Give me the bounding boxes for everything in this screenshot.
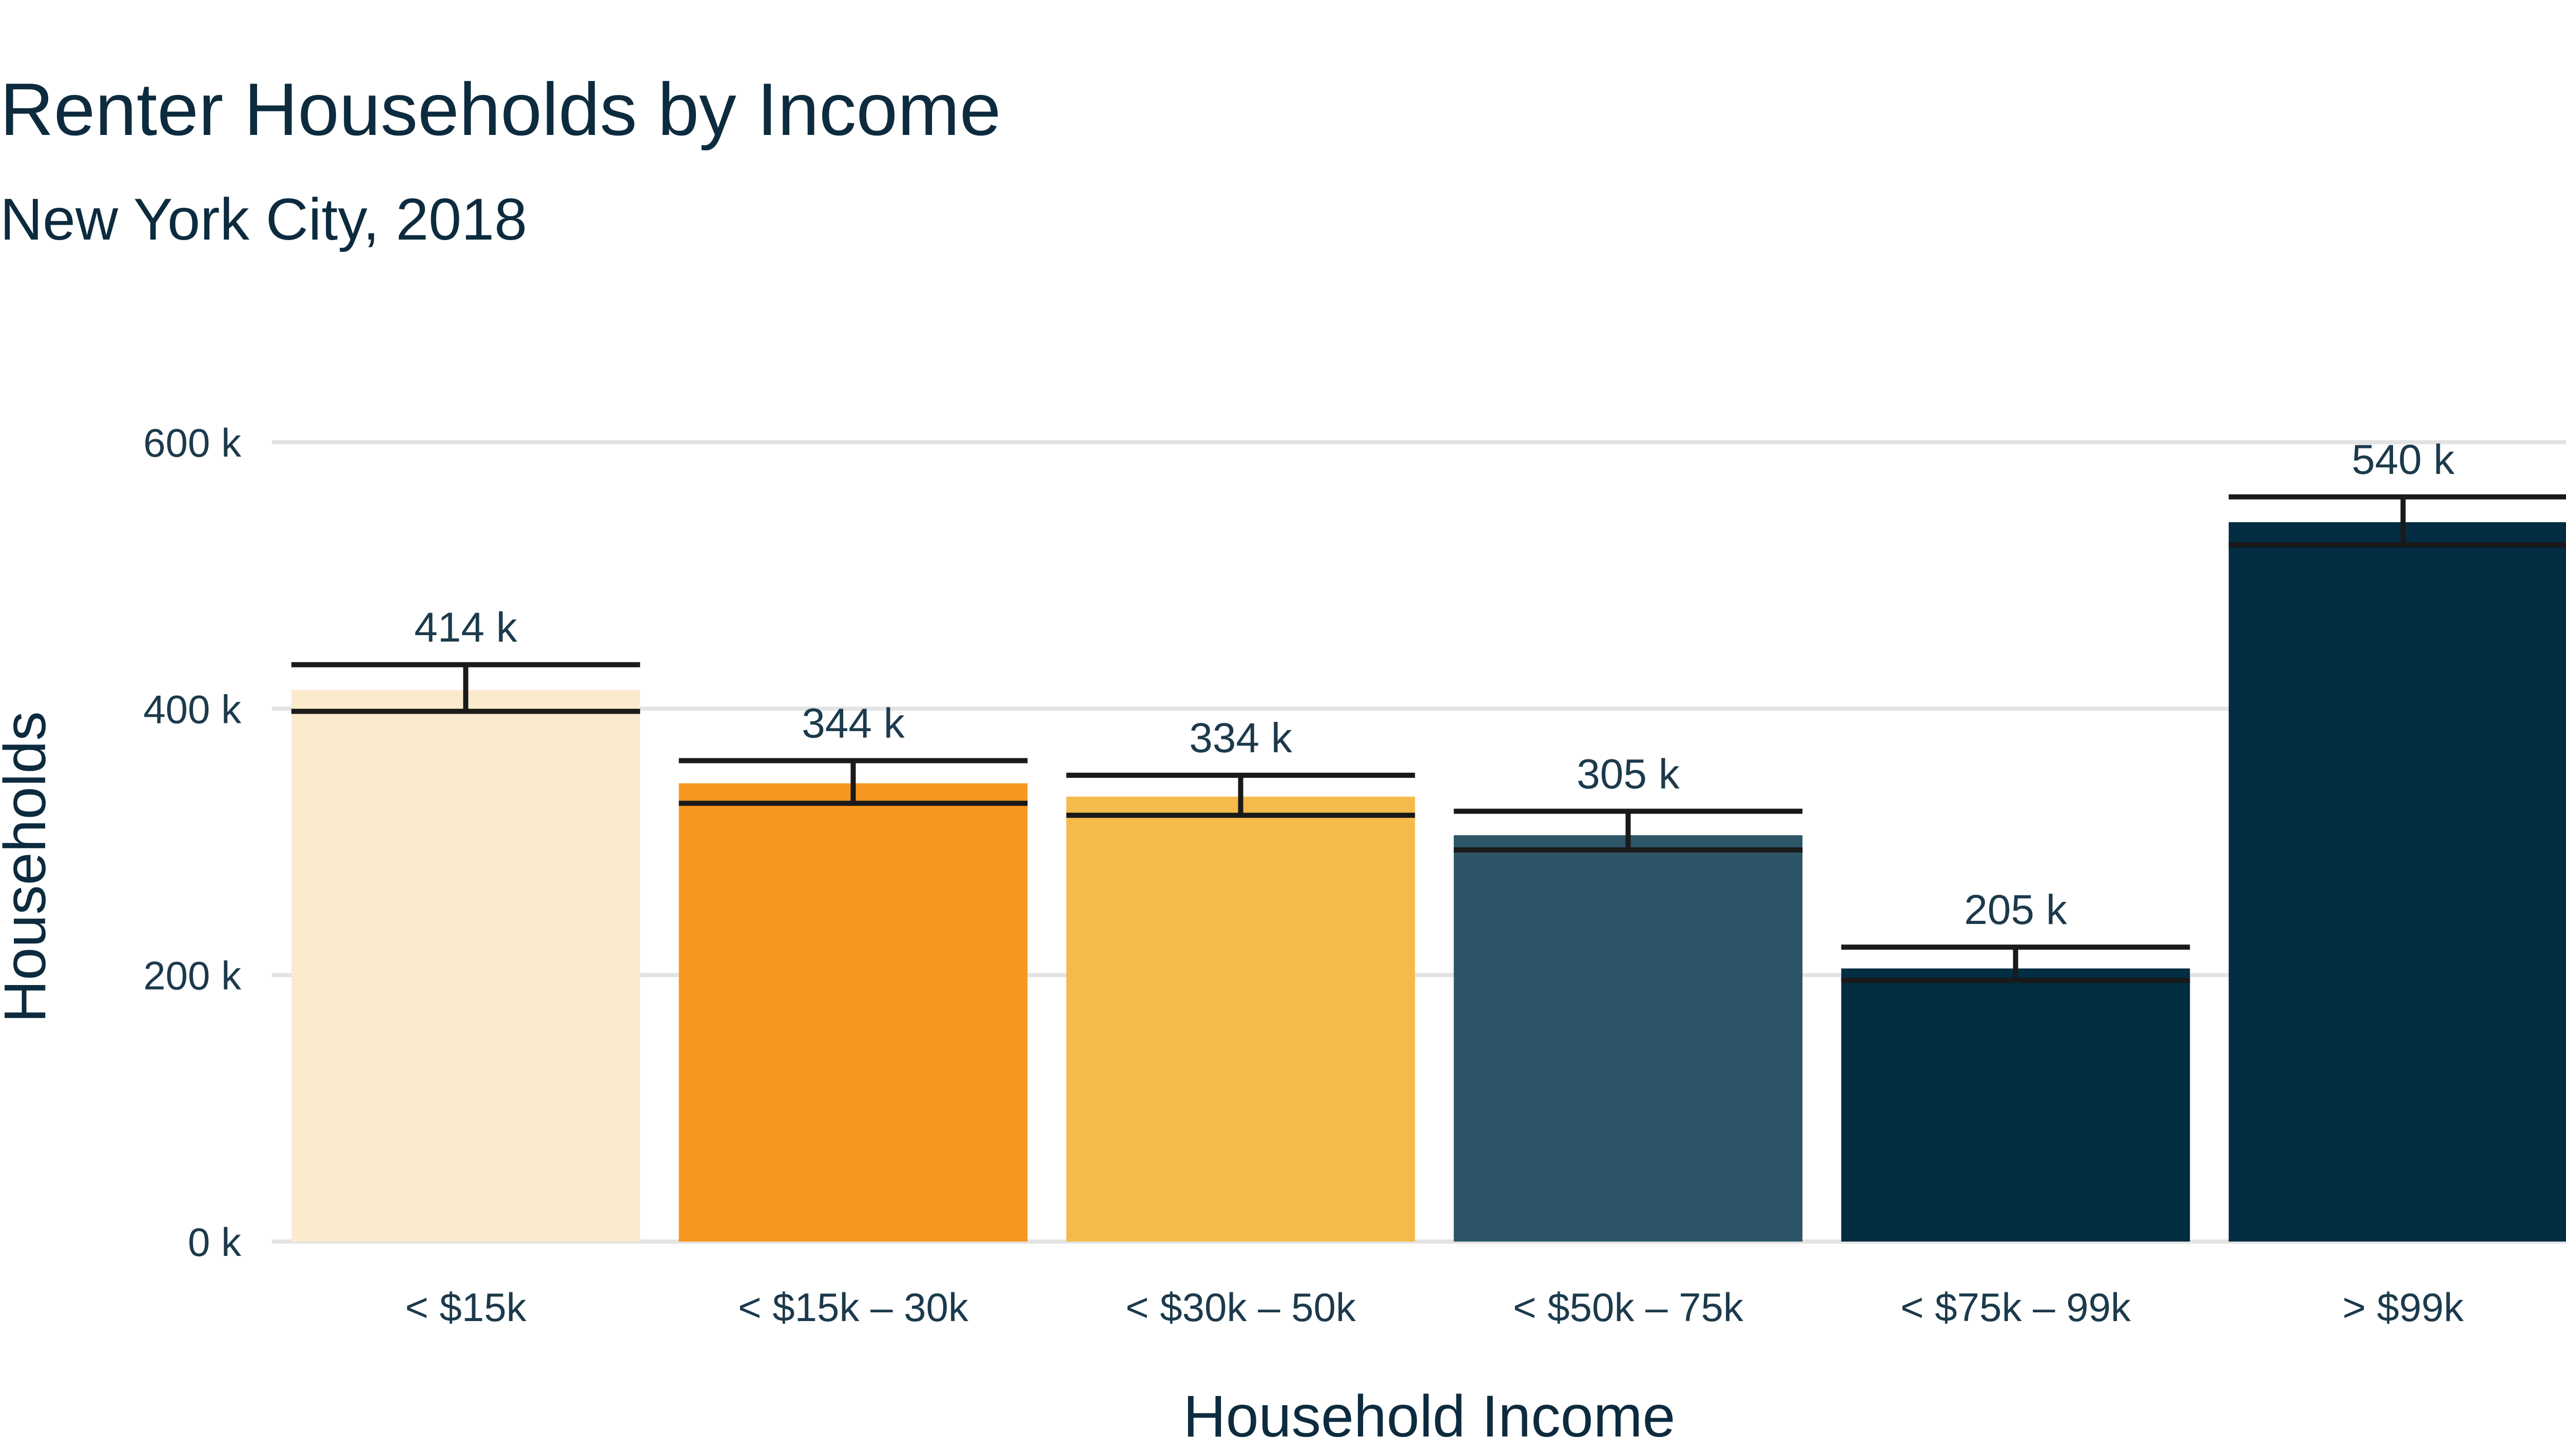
y-tick-label: 200 k	[143, 953, 242, 998]
y-tick-label: 400 k	[143, 686, 242, 732]
x-tick-label: > $99k	[2342, 1285, 2464, 1330]
y-axis-title: Households	[0, 711, 58, 1022]
bar-value-label: 334 k	[1189, 715, 1293, 761]
bar-value-label: 344 k	[802, 700, 905, 747]
bar	[291, 690, 640, 1242]
gridlines	[272, 440, 2566, 1244]
y-axis-ticks: 0 k 200 k 400 k 600 k	[143, 420, 242, 1265]
bar-value-label: 205 k	[1964, 887, 2068, 933]
error-bar	[2228, 494, 2566, 547]
error-bar	[291, 662, 640, 714]
y-tick-label: 600 k	[143, 420, 242, 465]
chart-title: Renter Households by Income	[0, 68, 1001, 151]
bar-value-label: 414 k	[414, 604, 518, 651]
x-tick-label: < $30k – 50k	[1125, 1285, 1356, 1330]
x-tick-label: < $75k – 99k	[1900, 1285, 2131, 1330]
bar-value-label: 540 k	[2351, 436, 2455, 483]
x-axis-ticks: < $15k < $15k – 30k < $30k – 50k < $50k – 7…	[405, 1285, 2464, 1330]
error-bar	[678, 758, 1028, 806]
x-axis-title: Household Income	[1183, 1384, 1676, 1449]
error-bar	[1066, 773, 1415, 818]
error-bar	[1841, 945, 2190, 983]
bar	[1066, 796, 1415, 1242]
x-tick-label: < $15k	[405, 1285, 527, 1330]
error-bar	[1453, 809, 1803, 853]
error-bars	[291, 494, 2566, 983]
bar-value-labels: 414 k 344 k 334 k 305 k 205 k 540 k	[414, 436, 2455, 933]
x-tick-label: < $50k – 75k	[1513, 1285, 1744, 1330]
chart-subtitle: New York City, 2018	[0, 187, 528, 252]
bar	[2228, 522, 2566, 1242]
bar	[1841, 968, 2190, 1242]
y-tick-label: 0 k	[188, 1219, 242, 1265]
bar-value-label: 305 k	[1577, 751, 1680, 797]
bar	[1453, 835, 1803, 1242]
bar	[678, 783, 1028, 1242]
bars	[291, 522, 2566, 1242]
x-tick-label: < $15k – 30k	[738, 1285, 969, 1330]
